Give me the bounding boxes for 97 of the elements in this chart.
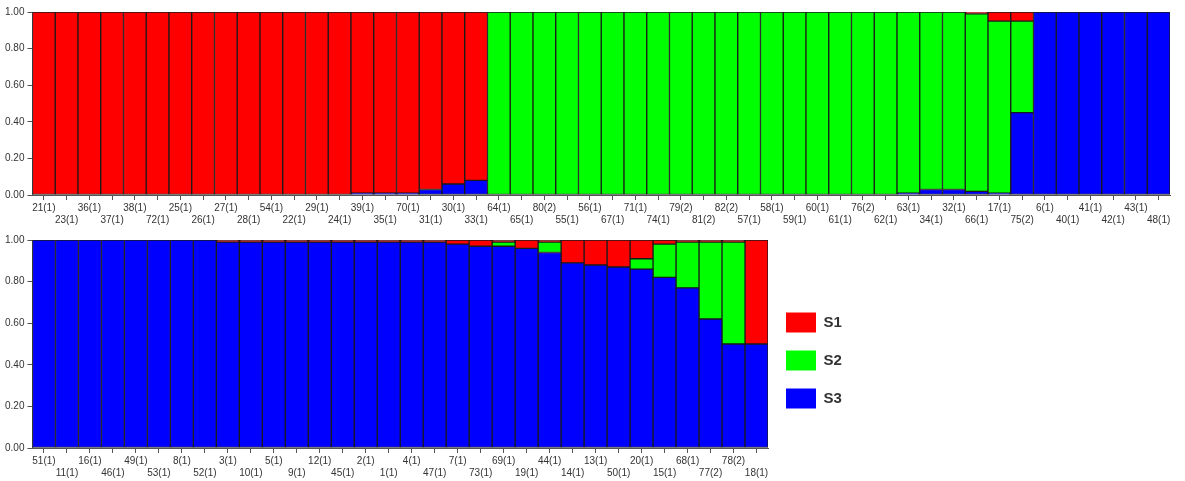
legend-label: S3 xyxy=(823,388,842,406)
x-tick-label: 79(2) xyxy=(669,201,693,213)
x-tick-label: 28(1) xyxy=(236,213,261,225)
x-tick-label: 18(1) xyxy=(744,466,769,478)
x-tick-label: 17(1) xyxy=(987,201,1012,213)
x-tick-label: 41(1) xyxy=(1078,201,1103,213)
x-tick-label: 63(1) xyxy=(896,201,921,213)
y-tick-label: 0.00 xyxy=(4,188,25,200)
x-tick-label: 71(1) xyxy=(623,201,648,213)
x-tick-label: 80(2) xyxy=(532,201,557,213)
x-tick-label: 35(1) xyxy=(373,213,397,225)
x-tick-label: 47(1) xyxy=(423,466,447,478)
legend-label: S1 xyxy=(823,312,842,330)
x-tick-label: 4(1) xyxy=(402,454,421,466)
x-tick-label: 49(1) xyxy=(124,454,148,466)
x-tick-label: 61(1) xyxy=(828,213,852,225)
y-tick-label: 0.60 xyxy=(4,316,25,328)
y-tick-label: 0.20 xyxy=(4,400,25,412)
x-tick-label: 57(1) xyxy=(737,213,761,225)
x-tick-label: 8(1) xyxy=(172,454,191,466)
x-tick-label: 68(1) xyxy=(675,454,700,466)
x-tick-label: 62(1) xyxy=(873,213,898,225)
x-tick-label: 15(1) xyxy=(652,466,677,478)
x-tick-label: 12(1) xyxy=(308,454,332,466)
x-tick-label: 27(1) xyxy=(214,201,238,213)
x-tick-label: 43(1) xyxy=(1124,201,1148,213)
x-tick-label: 78(2) xyxy=(721,454,746,466)
x-tick-label: 39(1) xyxy=(350,201,375,213)
x-tick-label: 69(1) xyxy=(491,454,516,466)
x-tick-label: 66(1) xyxy=(964,213,989,225)
x-tick-label: 60(1) xyxy=(805,201,830,213)
x-tick-label: 5(1) xyxy=(264,454,283,466)
x-tick-label: 58(1) xyxy=(760,201,784,213)
x-tick-label: 23(1) xyxy=(54,213,79,225)
x-tick-label: 51(1) xyxy=(32,454,56,466)
x-tick-label: 16(1) xyxy=(78,454,102,466)
x-tick-label: 52(1) xyxy=(193,466,217,478)
x-tick-label: 59(1) xyxy=(782,213,807,225)
x-tick-label: 25(1) xyxy=(168,201,193,213)
x-tick-label: 64(1) xyxy=(487,201,511,213)
x-tick-label: 40(1) xyxy=(1055,213,1080,225)
x-tick-label: 36(1) xyxy=(77,201,102,213)
x-tick-label: 67(1) xyxy=(600,213,625,225)
x-tick-label: 7(1) xyxy=(448,454,467,466)
x-tick-label: 1(1) xyxy=(379,466,398,478)
x-tick-label: 81(2) xyxy=(691,213,716,225)
x-tick-label: 75(2) xyxy=(1010,213,1034,225)
x-tick-label: 29(1) xyxy=(305,201,329,213)
x-tick-label: 26(1) xyxy=(191,213,215,225)
x-tick-label: 9(1) xyxy=(287,466,306,478)
x-tick-label: 11(1) xyxy=(55,466,79,478)
x-tick-label: 24(1) xyxy=(327,213,352,225)
x-tick-label: 10(1) xyxy=(239,466,263,478)
x-tick-label: 54(1) xyxy=(259,201,284,213)
x-tick-label: 72(1) xyxy=(145,213,170,225)
x-tick-label: 6(1) xyxy=(1035,201,1054,213)
y-tick-label: 0.40 xyxy=(4,358,25,370)
y-tick-label: 0.80 xyxy=(4,275,25,287)
legend-label: S2 xyxy=(823,350,842,368)
x-tick-label: 46(1) xyxy=(101,466,125,478)
x-tick-label: 2(1) xyxy=(356,454,375,466)
x-tick-label: 14(1) xyxy=(560,466,585,478)
x-tick-label: 48(1) xyxy=(1146,213,1171,225)
x-tick-label: 44(1) xyxy=(537,454,562,466)
x-tick-label: 76(2) xyxy=(851,201,875,213)
x-tick-label: 19(1) xyxy=(514,466,539,478)
y-tick-label: 0.20 xyxy=(4,152,25,164)
x-tick-label: 30(1) xyxy=(441,201,466,213)
x-tick-label: 82(2) xyxy=(714,201,739,213)
x-tick-label: 70(1) xyxy=(396,201,420,213)
x-tick-label: 56(1) xyxy=(578,201,602,213)
x-tick-label: 34(1) xyxy=(919,213,943,225)
x-tick-label: 32(1) xyxy=(942,201,966,213)
x-tick-label: 73(1) xyxy=(469,466,493,478)
x-tick-label: 77(2) xyxy=(698,466,723,478)
x-tick-label: 33(1) xyxy=(464,213,488,225)
x-tick-label: 42(1) xyxy=(1101,213,1125,225)
x-tick-label: 65(1) xyxy=(509,213,534,225)
y-tick-label: 1.00 xyxy=(4,233,25,245)
x-tick-label: 74(1) xyxy=(646,213,670,225)
y-tick-label: 0.80 xyxy=(4,42,25,54)
x-tick-label: 45(1) xyxy=(331,466,355,478)
x-tick-label: 22(1) xyxy=(282,213,306,225)
x-tick-label: 38(1) xyxy=(123,201,147,213)
x-tick-label: 20(1) xyxy=(629,454,654,466)
y-tick-label: 0.40 xyxy=(4,115,25,127)
x-tick-label: 50(1) xyxy=(606,466,631,478)
x-tick-label: 3(1) xyxy=(218,454,237,466)
x-tick-label: 21(1) xyxy=(32,201,56,213)
x-tick-label: 31(1) xyxy=(418,213,443,225)
y-tick-label: 0.00 xyxy=(4,441,25,453)
x-tick-label: 53(1) xyxy=(147,466,171,478)
x-tick-label: 37(1) xyxy=(100,213,124,225)
y-tick-label: 1.00 xyxy=(4,5,25,17)
y-tick-label: 0.60 xyxy=(4,78,25,90)
x-tick-label: 55(1) xyxy=(555,213,579,225)
x-tick-label: 13(1) xyxy=(583,454,608,466)
